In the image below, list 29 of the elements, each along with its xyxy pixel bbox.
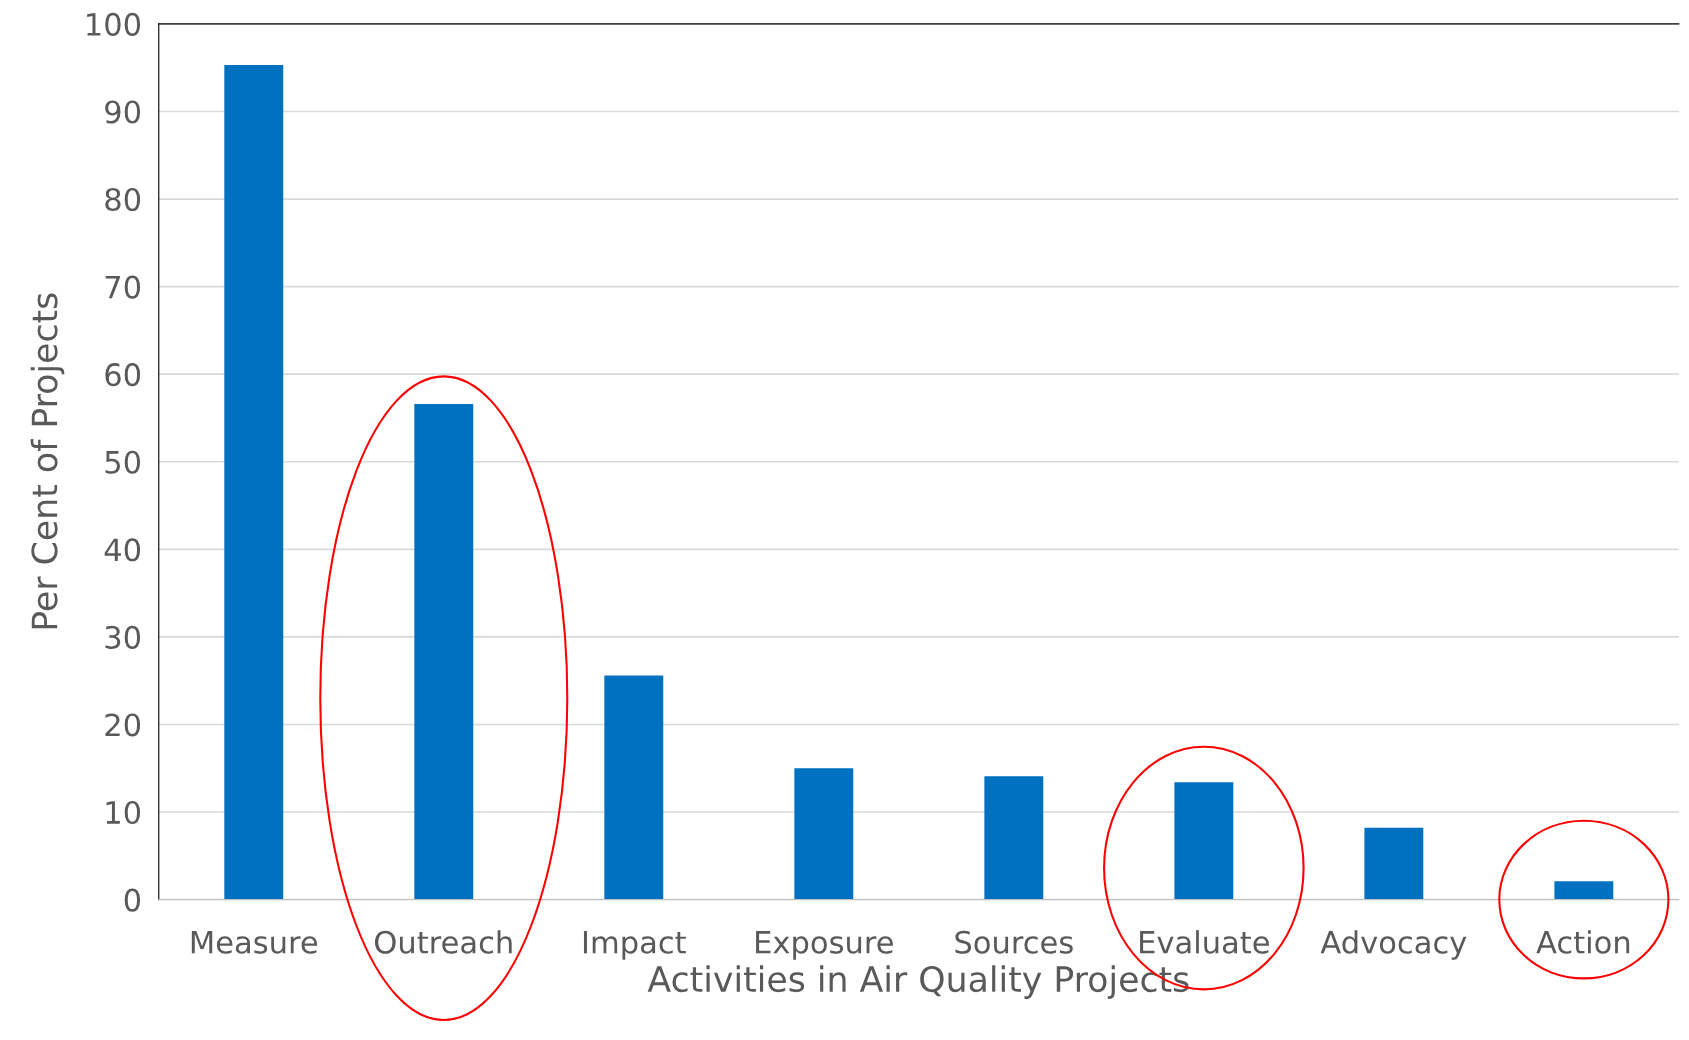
- y-tick-label: 10: [106, 800, 141, 825]
- bar: [414, 403, 474, 900]
- y-tick-label: 40: [104, 538, 141, 562]
- bar: [1364, 827, 1424, 900]
- x-tick-label: Impact: [583, 931, 686, 960]
- y-tick-label: 70: [105, 275, 141, 299]
- y-tick-label: 80: [105, 187, 141, 212]
- x-axis-title: Activities in Air Quality Projects: [647, 965, 1189, 999]
- x-tick-label: Action: [1536, 930, 1630, 954]
- bar: [984, 776, 1044, 900]
- x-tick-label: Sources: [955, 930, 1073, 954]
- y-axis-title: Per Cent of Projects: [30, 293, 65, 629]
- bar: [794, 768, 854, 900]
- y-tick-label: 100: [87, 12, 141, 36]
- x-tick-label: Exposure: [756, 931, 893, 960]
- x-tick-label: Outreach: [375, 930, 512, 954]
- y-tick-label: 90: [105, 100, 141, 124]
- bar: [224, 65, 284, 900]
- bar: [1174, 782, 1234, 900]
- x-tick-label: Advocacy: [1320, 930, 1467, 960]
- y-tick-label: 20: [105, 713, 141, 737]
- y-tick-label: 60: [105, 363, 141, 387]
- y-tick-label: 30: [105, 625, 141, 649]
- bar: [1554, 881, 1614, 900]
- y-tick-label: 0: [124, 888, 141, 912]
- y-tick-label: 50: [105, 450, 141, 474]
- bar: [604, 675, 664, 900]
- x-tick-label: Evaluate: [1140, 930, 1269, 954]
- x-tick-label: Measure: [191, 931, 318, 954]
